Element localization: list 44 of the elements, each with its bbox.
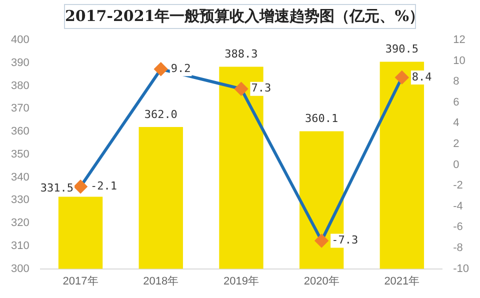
y2-tick-label: 4 <box>453 117 460 130</box>
y2-tick-label: -4 <box>453 200 463 212</box>
point <box>315 234 328 248</box>
y2-tick-label: 8 <box>453 76 460 88</box>
y-tick-label: 330 <box>10 194 30 206</box>
y-tick-label: 350 <box>10 148 30 160</box>
y2-tick-label: 6 <box>453 96 460 108</box>
y-tick-label: 400 <box>10 34 30 46</box>
y2-tick-label: 0 <box>453 158 460 171</box>
data-label: 360.1 <box>305 112 338 126</box>
x-tick-label: 2020年 <box>304 275 340 288</box>
x-tick-label: 2019年 <box>223 275 259 288</box>
data-label: 9.2 <box>170 62 191 75</box>
y-tick-label: 310 <box>10 240 30 252</box>
y-tick-label: 390 <box>10 56 30 69</box>
data-label: 362.0 <box>144 108 178 121</box>
point <box>395 70 408 84</box>
y-tick-label: 380 <box>10 80 30 92</box>
data-label: 8.4 <box>412 70 432 84</box>
data-label: 388.3 <box>224 48 258 61</box>
y2-tick-label: 12 <box>453 34 466 46</box>
y-tick-label: 340 <box>10 171 30 184</box>
data-label: -7.3 <box>332 234 358 247</box>
y2-tick-label: -10 <box>453 262 470 275</box>
point <box>234 82 248 96</box>
x-tick-label: 2017年 <box>62 275 98 288</box>
data-label: 390.5 <box>385 42 418 56</box>
y-tick-label: 300 <box>10 262 30 275</box>
y2-tick-label: -6 <box>453 221 463 234</box>
y-tick-label: 320 <box>10 217 30 230</box>
y2-tick-label: 2 <box>453 138 460 150</box>
x-tick-label: 2018年 <box>143 275 179 288</box>
data-label: 7.3 <box>251 82 272 95</box>
y-tick-label: 370 <box>10 102 30 115</box>
data-label: -2.1 <box>90 180 118 192</box>
y2-tick-label: 10 <box>453 54 466 67</box>
data-label: 331.5 <box>40 182 74 195</box>
y-tick-label: 360 <box>10 126 30 138</box>
x-tick-label: 2021年 <box>384 275 420 288</box>
chart-title: 2017-2021年一般预算收入增速趋势图（亿元、%） <box>64 6 424 27</box>
point <box>154 62 168 76</box>
y2-tick-label: -8 <box>453 242 463 254</box>
point <box>74 180 88 194</box>
y2-tick-label: -2 <box>453 180 463 192</box>
